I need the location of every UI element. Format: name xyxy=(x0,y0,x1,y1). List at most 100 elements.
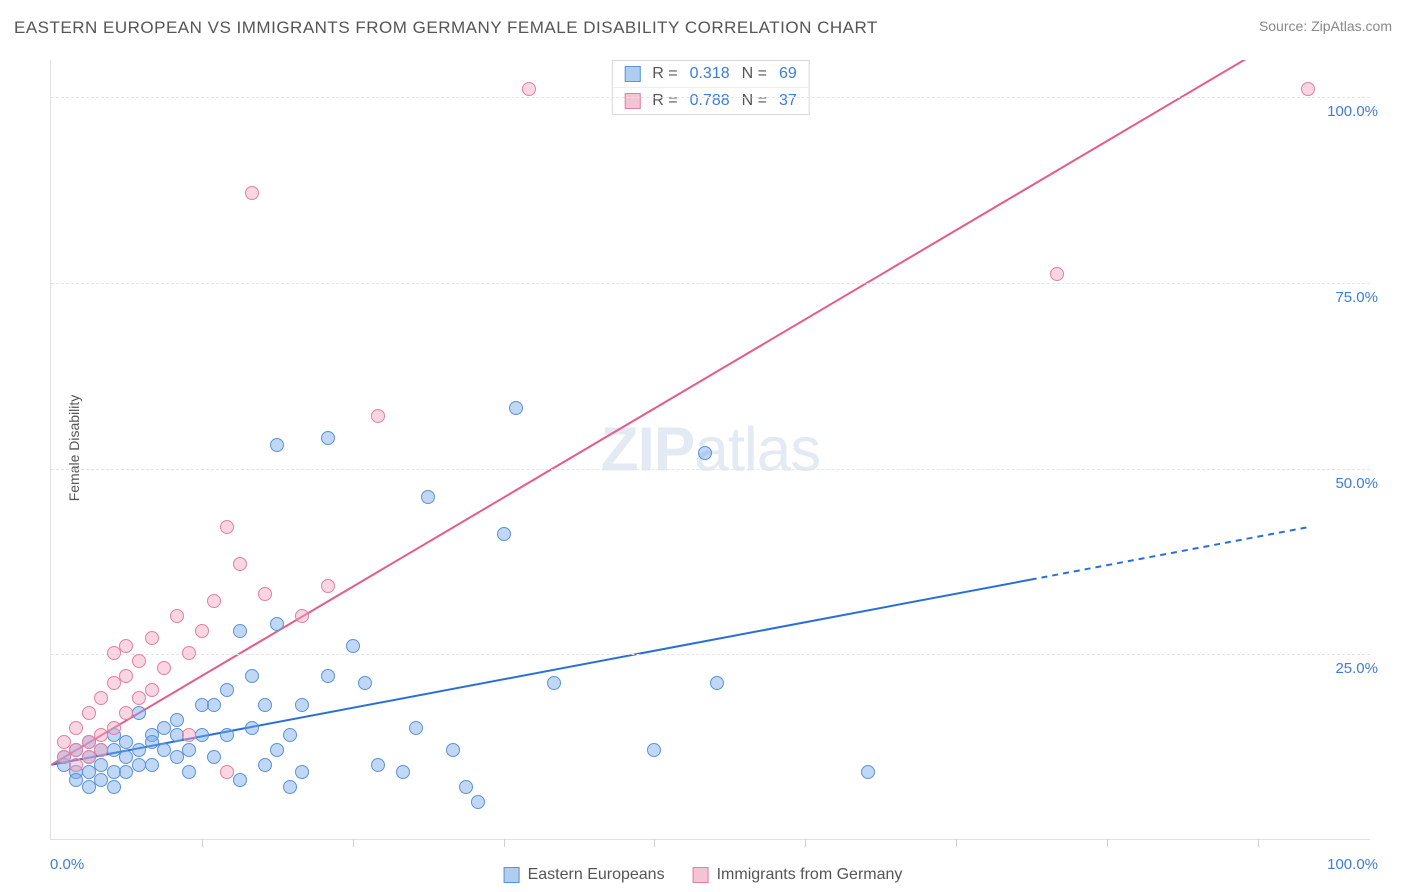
x-tick xyxy=(202,839,203,847)
scatter-point xyxy=(182,646,196,660)
scatter-point xyxy=(207,698,221,712)
scatter-point xyxy=(119,639,133,653)
gridline xyxy=(51,469,1370,470)
gridline xyxy=(51,654,1370,655)
scatter-point xyxy=(522,82,536,96)
scatter-point xyxy=(182,765,196,779)
scatter-point xyxy=(132,691,146,705)
watermark-bold: ZIP xyxy=(601,415,694,484)
scatter-point xyxy=(295,698,309,712)
scatter-point xyxy=(547,676,561,690)
x-tick xyxy=(353,839,354,847)
scatter-point xyxy=(1301,82,1315,96)
scatter-point xyxy=(396,765,410,779)
scatter-point xyxy=(321,431,335,445)
scatter-point xyxy=(270,743,284,757)
bottom-legend: Eastern Europeans Immigrants from Germany xyxy=(504,866,903,884)
scatter-point xyxy=(861,765,875,779)
scatter-point xyxy=(119,669,133,683)
scatter-point xyxy=(295,609,309,623)
scatter-point xyxy=(82,750,96,764)
scatter-point xyxy=(371,409,385,423)
legend-item: Immigrants from Germany xyxy=(693,866,903,884)
scatter-point xyxy=(497,527,511,541)
chart-title: EASTERN EUROPEAN VS IMMIGRANTS FROM GERM… xyxy=(14,18,878,38)
scatter-point xyxy=(145,758,159,772)
scatter-point xyxy=(107,646,121,660)
x-tick xyxy=(1107,839,1108,847)
scatter-point xyxy=(94,743,108,757)
x-tick-label-left: 0.0% xyxy=(50,856,84,873)
scatter-point xyxy=(245,669,259,683)
scatter-point xyxy=(207,594,221,608)
scatter-point xyxy=(220,520,234,534)
scatter-point xyxy=(371,758,385,772)
scatter-point xyxy=(220,728,234,742)
stats-row: R =0.318N =69 xyxy=(612,61,809,87)
scatter-point xyxy=(471,795,485,809)
trend-line-dashed xyxy=(1031,527,1307,579)
series-swatch-icon xyxy=(624,66,640,82)
scatter-point xyxy=(459,780,473,794)
scatter-point xyxy=(132,654,146,668)
x-tick xyxy=(1258,839,1259,847)
scatter-point xyxy=(170,713,184,727)
scatter-point xyxy=(220,683,234,697)
y-tick-label: 75.0% xyxy=(1335,289,1378,306)
scatter-point xyxy=(509,401,523,415)
scatter-point xyxy=(698,446,712,460)
x-tick xyxy=(654,839,655,847)
legend-swatch-icon xyxy=(693,867,709,883)
scatter-point xyxy=(258,758,272,772)
scatter-point xyxy=(421,490,435,504)
scatter-point xyxy=(270,617,284,631)
scatter-point xyxy=(220,765,234,779)
scatter-point xyxy=(321,579,335,593)
r-value: 0.318 xyxy=(690,65,730,83)
n-label: N = xyxy=(742,92,767,110)
scatter-point xyxy=(233,773,247,787)
scatter-point xyxy=(283,780,297,794)
scatter-point xyxy=(145,683,159,697)
r-value: 0.788 xyxy=(690,92,730,110)
scatter-point xyxy=(132,706,146,720)
scatter-point xyxy=(283,728,297,742)
scatter-point xyxy=(245,186,259,200)
scatter-point xyxy=(207,750,221,764)
scatter-point xyxy=(107,676,121,690)
scatter-point xyxy=(157,661,171,675)
gridline xyxy=(51,283,1370,284)
stats-legend-box: R =0.318N =69R =0.788N =37 xyxy=(611,60,810,115)
scatter-point xyxy=(1050,267,1064,281)
legend-swatch-icon xyxy=(504,867,520,883)
scatter-point xyxy=(358,676,372,690)
x-tick xyxy=(956,839,957,847)
scatter-point xyxy=(182,728,196,742)
scatter-point xyxy=(119,706,133,720)
x-tick xyxy=(504,839,505,847)
scatter-point xyxy=(69,758,83,772)
scatter-point xyxy=(409,721,423,735)
y-tick-label: 25.0% xyxy=(1335,660,1378,677)
y-tick-label: 100.0% xyxy=(1327,103,1378,120)
scatter-point xyxy=(69,721,83,735)
scatter-point xyxy=(195,728,209,742)
legend-label: Eastern Europeans xyxy=(528,866,665,884)
series-swatch-icon xyxy=(624,93,640,109)
scatter-point xyxy=(258,587,272,601)
scatter-point xyxy=(270,438,284,452)
r-label: R = xyxy=(652,92,677,110)
gridline xyxy=(51,97,1370,98)
legend-item: Eastern Europeans xyxy=(504,866,665,884)
y-tick-label: 50.0% xyxy=(1335,475,1378,492)
n-label: N = xyxy=(742,65,767,83)
scatter-point xyxy=(295,765,309,779)
scatter-point xyxy=(145,631,159,645)
scatter-point xyxy=(107,780,121,794)
scatter-point xyxy=(446,743,460,757)
scatter-point xyxy=(119,765,133,779)
stats-row: R =0.788N =37 xyxy=(612,87,809,114)
scatter-point xyxy=(94,691,108,705)
scatter-point xyxy=(245,721,259,735)
scatter-point xyxy=(346,639,360,653)
